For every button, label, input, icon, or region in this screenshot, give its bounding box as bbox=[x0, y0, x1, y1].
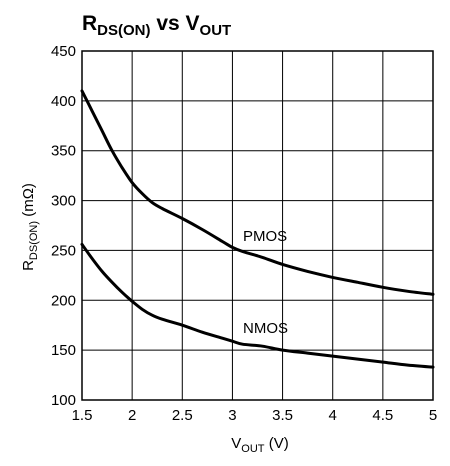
series-label-nmos: NMOS bbox=[243, 320, 288, 337]
y-axis-label-sub: DS(ON) bbox=[28, 221, 40, 260]
x-tick-label-5: 4 bbox=[329, 407, 337, 424]
chart-title: RDS(ON) vs VOUT bbox=[82, 12, 231, 39]
title-main: R bbox=[82, 12, 97, 35]
series-line-nmos bbox=[80, 242, 435, 369]
x-axis-label-sub: OUT bbox=[241, 443, 265, 455]
x-axis-label: VOUT (V) bbox=[231, 435, 288, 455]
x-tick-label-0: 1.5 bbox=[72, 407, 93, 424]
x-tick-label-3: 3 bbox=[228, 407, 236, 424]
y-tick-labels: 100 150 200 250 300 350 400 450 bbox=[51, 43, 76, 409]
y-tick-label-1: 150 bbox=[51, 342, 76, 359]
gridlines bbox=[81, 50, 434, 401]
x-tick-label-1: 2 bbox=[128, 407, 136, 424]
title-mid: vs V bbox=[151, 12, 200, 35]
x-tick-label-6: 4.5 bbox=[372, 407, 393, 424]
x-tick-label-4: 3.5 bbox=[272, 407, 293, 424]
y-tick-label-7: 450 bbox=[51, 43, 76, 60]
y-tick-label-5: 350 bbox=[51, 143, 76, 160]
y-tick-label-4: 300 bbox=[51, 193, 76, 210]
plot-frame bbox=[81, 50, 434, 401]
y-tick-label-6: 400 bbox=[51, 93, 76, 110]
x-axis-label-rest: (V) bbox=[265, 435, 289, 452]
series-lines bbox=[80, 89, 435, 369]
y-tick-label-3: 250 bbox=[51, 242, 76, 259]
y-axis-label: RDS(ON) (mΩ) bbox=[20, 183, 40, 271]
x-tick-label-2: 2.5 bbox=[172, 407, 193, 424]
title-sub1: DS(ON) bbox=[97, 22, 150, 39]
series-label-pmos: PMOS bbox=[243, 228, 287, 245]
series-line-pmos bbox=[80, 89, 435, 296]
title-sub2: OUT bbox=[200, 22, 232, 39]
y-tick-label-2: 200 bbox=[51, 292, 76, 309]
y-axis-label-main: R bbox=[20, 260, 37, 271]
x-axis-label-main: V bbox=[231, 435, 241, 452]
y-tick-label-0: 100 bbox=[51, 392, 76, 409]
x-tick-label-7: 5 bbox=[429, 407, 437, 424]
y-axis-label-rest: (mΩ) bbox=[20, 183, 37, 221]
x-tick-labels: 1.5 2 2.5 3 3.5 4 4.5 5 bbox=[72, 407, 438, 424]
